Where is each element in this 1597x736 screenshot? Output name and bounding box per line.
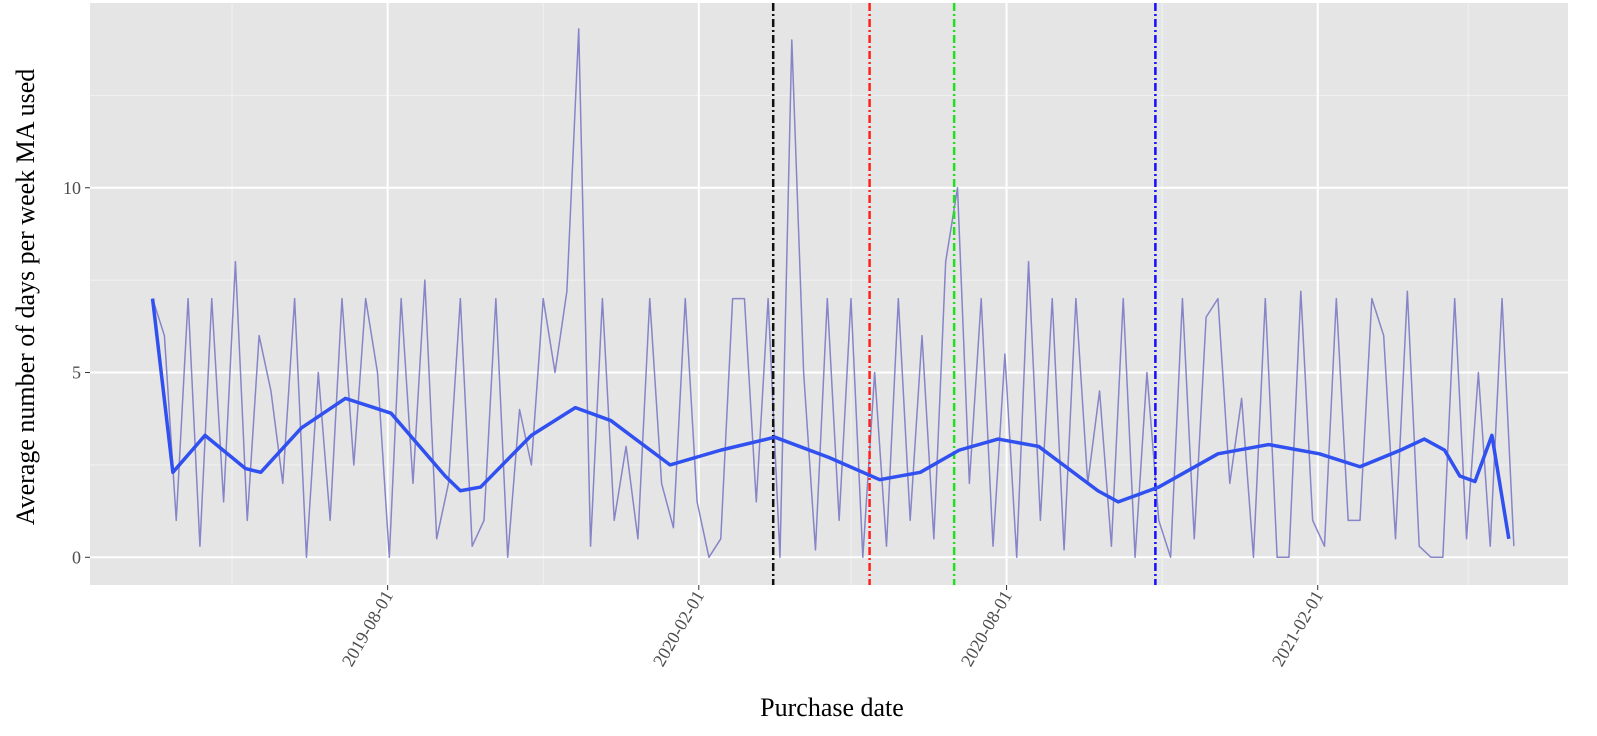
panel xyxy=(90,3,1568,585)
y-tick-label: 0 xyxy=(72,547,81,567)
x-tick-label: 2019-08-01 xyxy=(338,587,397,670)
series-line xyxy=(150,298,1511,540)
y-axis-title: Average number of days per week MA used xyxy=(11,69,40,526)
x-tick-label: 2020-08-01 xyxy=(957,587,1016,670)
series-line xyxy=(151,28,1515,559)
x-tick-label: 2021-02-01 xyxy=(1268,587,1327,670)
x-axis-title: Purchase date xyxy=(760,693,904,722)
x-tick-label: 2020-02-01 xyxy=(649,587,708,670)
y-tick-label: 10 xyxy=(63,178,81,198)
y-tick-label: 5 xyxy=(72,363,81,383)
